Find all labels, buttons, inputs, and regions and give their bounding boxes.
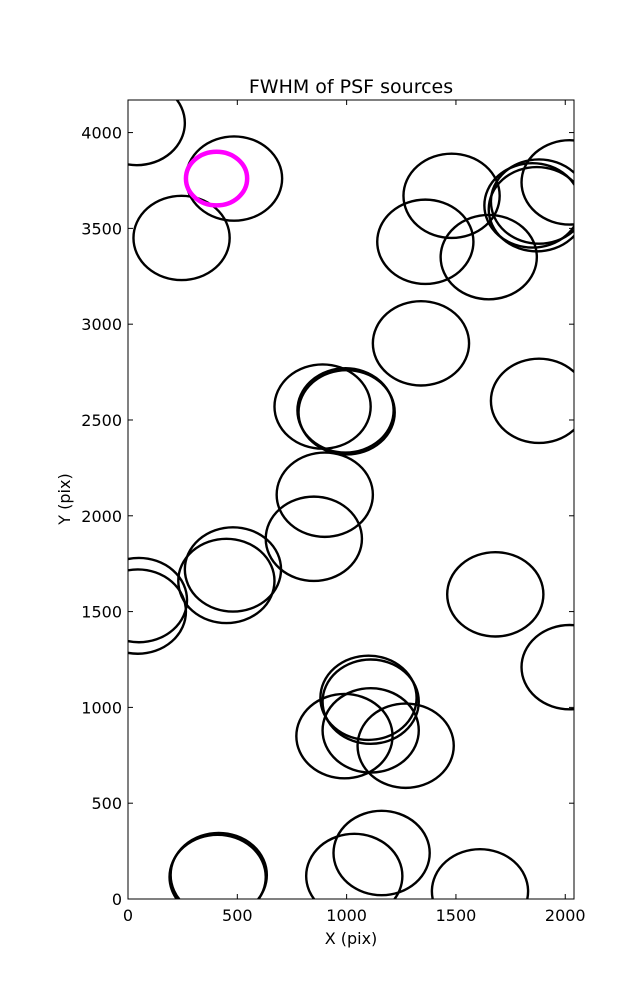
y-axis: 0 500 1000 1500 2000 2500 3000 3500 4000: [81, 124, 574, 909]
y-tick-label-500: 500: [91, 794, 122, 813]
highlighted-source-circle: [183, 149, 250, 208]
source-circle-14: [297, 368, 396, 456]
source-circle-9: [489, 158, 574, 245]
source-circle-10: [520, 139, 574, 226]
source-circle-4: [402, 152, 501, 240]
source-circles: [128, 100, 574, 899]
source-circle-22: [445, 550, 545, 638]
x-tick-label-0: 0: [123, 906, 133, 925]
y-tick-label-0: 0: [112, 890, 122, 909]
source-circle-21: [128, 568, 188, 655]
x-tick-label-1500: 1500: [436, 906, 477, 925]
source-circle-11: [371, 299, 471, 387]
x-axis: 0 500 1000 1500 2000: [123, 100, 586, 925]
axes-frame: [127, 99, 575, 900]
source-circle-1: [128, 100, 187, 167]
y-tick-label-3000: 3000: [81, 315, 122, 334]
source-circle-19: [177, 537, 276, 625]
y-tick-label-1000: 1000: [81, 698, 122, 717]
source-circle-30: [304, 832, 404, 899]
source-circle-24: [321, 658, 420, 745]
x-tick-label-1000: 1000: [326, 906, 367, 925]
source-circle-29: [332, 809, 431, 897]
source-circle-33: [430, 847, 530, 899]
source-circle-25: [319, 654, 418, 742]
x-axis-label: X (pix): [325, 929, 378, 948]
source-circle-16: [275, 451, 375, 539]
y-tick-label-4000: 4000: [81, 124, 122, 143]
source-circle-3: [132, 194, 231, 282]
chart-title: FWHM of PSF sources: [249, 76, 453, 98]
source-circle-15: [489, 357, 574, 445]
x-tick-label-2000: 2000: [545, 906, 586, 925]
source-circle-7: [483, 162, 574, 249]
y-tick-label-3500: 3500: [81, 219, 122, 238]
y-axis-label: Y (pix): [55, 473, 74, 525]
source-circle-28: [356, 702, 455, 790]
y-tick-label-2500: 2500: [81, 411, 122, 430]
source-circle-23: [520, 623, 574, 711]
y-tick-label-1500: 1500: [81, 603, 122, 622]
x-tick-label-500: 500: [222, 906, 253, 925]
source-circle-27: [295, 692, 394, 780]
y-tick-label-2000: 2000: [81, 507, 122, 526]
source-circle-8: [487, 165, 574, 253]
source-circle-32: [169, 831, 269, 899]
source-circle-5: [376, 198, 475, 286]
source-circle-18: [183, 526, 283, 613]
source-circle-20: [128, 556, 189, 644]
